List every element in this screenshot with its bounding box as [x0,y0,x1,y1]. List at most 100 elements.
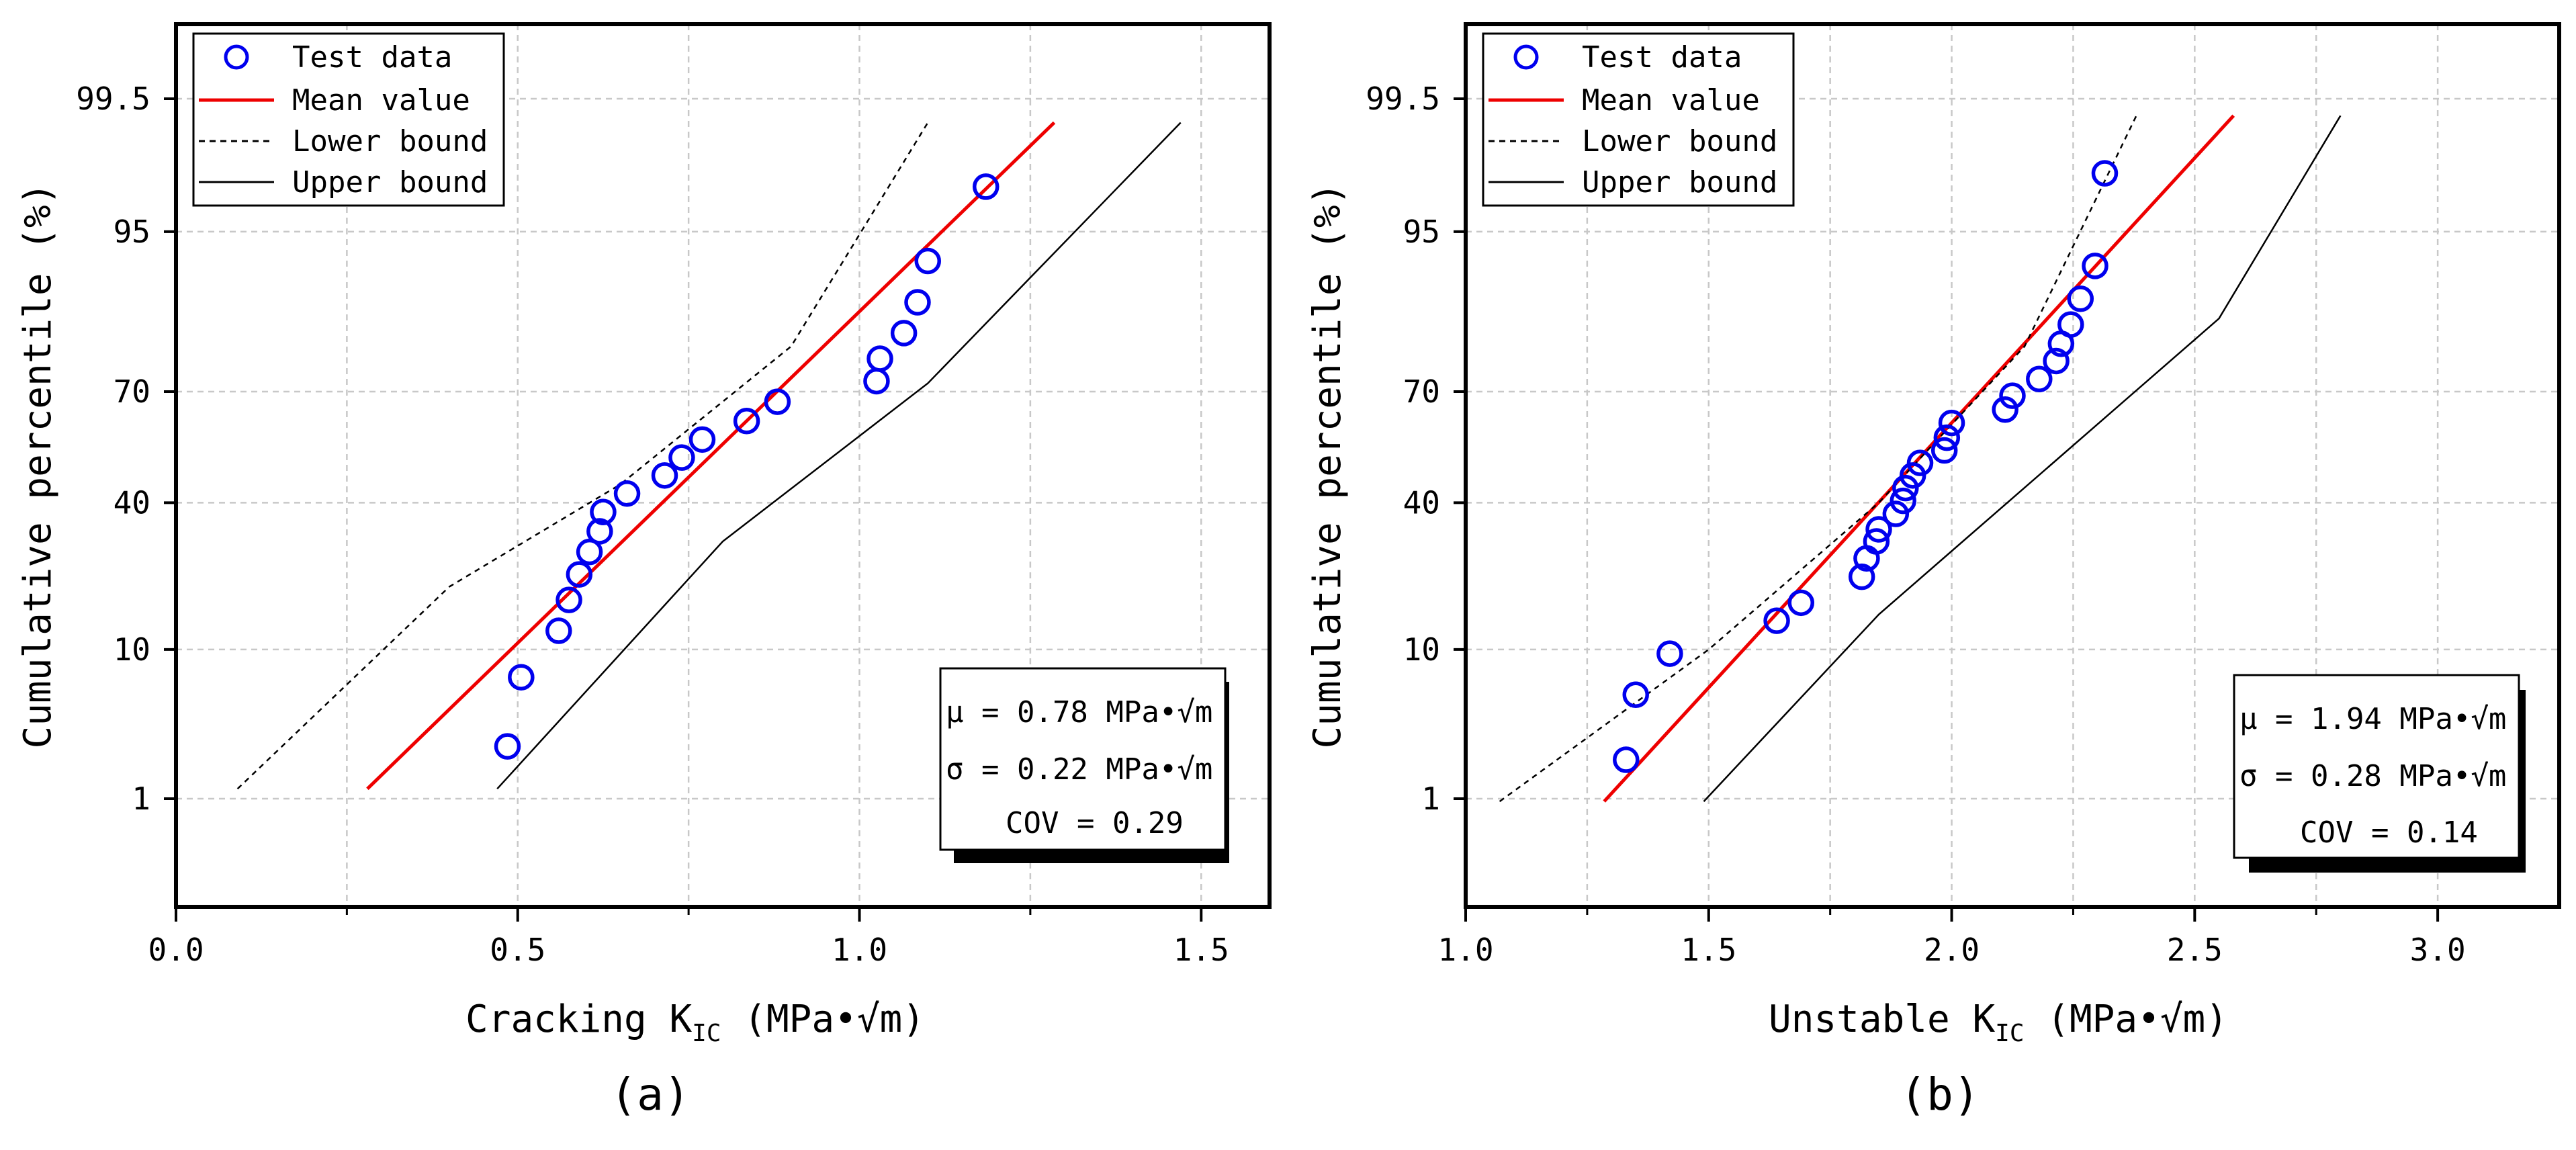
legend-label-lower-bound: Lower bound [1582,124,1777,159]
stats-box [939,667,1227,851]
stats-mu: μ = 1.94 MPa•√m [2239,702,2506,736]
legend-label-upper-bound: Upper bound [292,165,488,200]
legend-label-mean-value: Mean value [1582,83,1760,118]
test-data-point [576,538,603,566]
test-data-point [2091,160,2119,187]
test-data-point [1613,746,1640,773]
x-tick-label: 2.0 [1924,932,1980,968]
test-data-point [1848,563,1875,590]
test-data-point [1933,424,1961,451]
panel-a-data-points [494,173,1000,760]
x-title-main: Unstable K [1769,998,1995,1041]
mean-value-line [1603,114,2235,803]
test-data-point [545,617,572,644]
y-tick-label: 99.5 [1366,81,1440,117]
legend-marker-test-data [1513,44,1539,70]
x-title-main: Cracking K [465,998,692,1041]
x-tick-label: 1.5 [1681,932,1736,968]
x-title-unit-spacer [721,998,744,1041]
test-data-point [1890,487,1916,515]
y-tick-label: 10 [114,631,150,668]
test-data-point [867,345,893,372]
x-title-unit: (MPa•√m) [2047,998,2228,1041]
test-data-point [764,388,791,415]
x-tick-label: 3.0 [2410,932,2466,968]
legend-label-test-data: Test data [1582,40,1742,75]
test-data-point [494,733,521,760]
panel-b-plot-frame [1464,22,2561,909]
x-tick-label: 0.5 [490,932,545,968]
panel-b-y-axis-title: Cumulative percentile (%) [1306,183,1349,749]
test-data-point [586,518,613,545]
test-data-point [556,586,582,613]
test-data-point [1787,589,1815,617]
y-tick-label: 40 [1403,484,1440,521]
test-data-point [1938,409,1965,437]
panel-b-stats-box: μ = 1.94 MPa•√m σ = 0.28 MPa•√m COV = 0.… [2233,674,2526,873]
lower-bound-line [1499,115,2137,803]
test-data-point [972,173,1000,200]
test-data-point [668,444,695,471]
x-title-subscript: IC [1995,1020,2024,1047]
panel-b-series [1499,114,2342,803]
panel-a-x-axis-title: Cracking KIC (MPa•√m) [465,998,925,1047]
lower-bound-line [236,122,929,790]
upper-bound-line [1703,115,2342,802]
test-data-point [1622,681,1649,708]
panel-a-plot-frame [174,22,1272,909]
panel-a-legend: Test data Mean value Lower bound Upper b… [192,32,505,207]
legend-label-lower-bound: Lower bound [292,124,488,159]
test-data-point [2082,253,2108,279]
test-data-point [1656,640,1683,667]
test-data-point [1882,500,1910,527]
stats-sigma: σ = 0.28 MPa•√m [2239,759,2506,793]
test-data-point [508,664,535,691]
x-title-unit: (MPa•√m) [744,998,925,1041]
panel-a-chart: 0.0 0.5 1.0 1.5 1 10 40 70 95 99.5 Test data Mea… [16,22,1272,1120]
x-tick-label: 1.0 [1437,932,1493,968]
x-tick-label: 1.0 [832,932,887,968]
panel-b-legend: Test data Mean value Lower bound Upper b… [1482,32,1795,207]
test-data-point [1999,382,2026,409]
panel-b-x-axis-title: Unstable KIC (MPa•√m) [1769,998,2228,1047]
panel-b-y-axis: 1 10 40 70 95 99.5 [1366,81,1466,817]
test-data-point [689,426,716,453]
y-tick-label: 1 [132,781,150,817]
y-tick-label: 10 [1403,631,1440,668]
legend-label-upper-bound: Upper bound [1582,165,1777,200]
y-tick-label: 95 [1403,214,1440,250]
test-data-point [733,408,760,435]
x-tick-label: 1.5 [1173,932,1229,968]
test-data-point [2067,285,2094,312]
stats-cov: COV = 0.14 [2300,815,2478,850]
panel-b-x-axis: 1.0 1.5 2.0 2.5 3.0 [1437,907,2466,968]
legend-label-mean-value: Mean value [292,83,470,118]
test-data-point [651,462,678,489]
stats-sigma: σ = 0.22 MPa•√m [946,752,1212,787]
test-data-point [1865,516,1892,543]
y-tick-label: 70 [114,373,150,410]
y-tick-label: 1 [1421,781,1440,817]
panel-a-label: (a) [610,1069,690,1120]
stats-mu: μ = 0.78 MPa•√m [946,695,1212,729]
test-data-point [890,320,918,347]
y-tick-label: 99.5 [76,81,150,117]
mean-value-line [366,121,1056,791]
test-data-point [2026,365,2053,393]
test-data-point [613,480,641,507]
test-data-point [914,247,941,275]
stats-box [2233,674,2520,859]
x-tick-label: 0.0 [148,932,204,968]
test-data-point [1763,607,1790,634]
test-data-point [1930,437,1958,464]
panel-b-chart: 1.0 1.5 2.0 2.5 3.0 1 10 40 70 95 99.5 Test data … [1306,22,2561,1120]
test-data-point [1992,396,2018,423]
panel-a-y-axis: 1 10 40 70 95 99.5 [76,81,176,817]
test-data-point [590,498,617,525]
x-title-unit-spacer [2025,998,2047,1041]
test-data-point [1906,449,1934,476]
stats-cov: COV = 0.29 [1006,806,1184,840]
test-data-point [2043,347,2070,375]
y-tick-label: 40 [114,484,150,521]
